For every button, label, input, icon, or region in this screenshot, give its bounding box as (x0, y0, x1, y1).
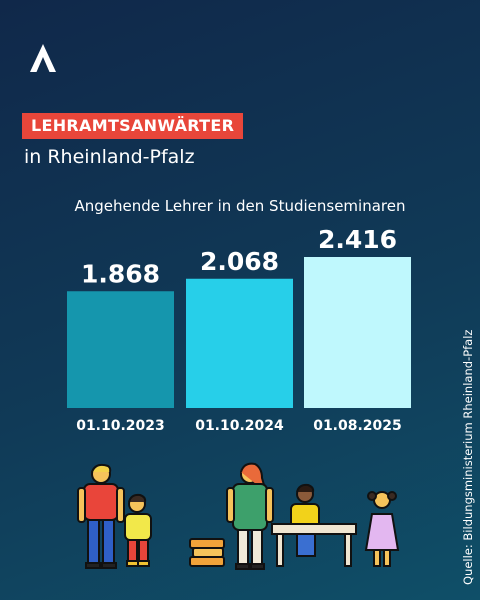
topic-tag: LEHRAMTSANWÄRTER (22, 113, 244, 139)
value-label: 2.416 (318, 225, 397, 254)
student-at-desk-icon (271, 483, 357, 567)
teacher-icon (226, 462, 274, 570)
category-label: 01.08.2025 (313, 418, 402, 434)
category-label: 01.10.2023 (76, 418, 165, 434)
source-note: Quelle: Bildungsministerium Rheinland-Pf… (461, 329, 475, 585)
category-label: 01.10.2024 (195, 418, 284, 434)
bar-01.10.2023 (67, 291, 174, 408)
value-label: 2.068 (200, 247, 279, 276)
bar-01.08.2025 (304, 257, 411, 408)
father-icon (77, 463, 125, 569)
bar-01.10.2024 (186, 278, 293, 408)
girl-icon (364, 491, 400, 567)
books-icon (189, 538, 225, 567)
subtitle: in Rheinland-Pfalz (24, 146, 195, 168)
chart-title: Angehende Lehrer in den Studienseminaren (74, 197, 406, 215)
value-label: 1.868 (81, 259, 160, 288)
child-icon (124, 493, 152, 567)
bar-chart: 1.868 01.10.2023 2.068 01.10.2024 2.416 01.08… (67, 225, 411, 434)
illustration (77, 462, 400, 570)
logo-icon (30, 44, 56, 72)
